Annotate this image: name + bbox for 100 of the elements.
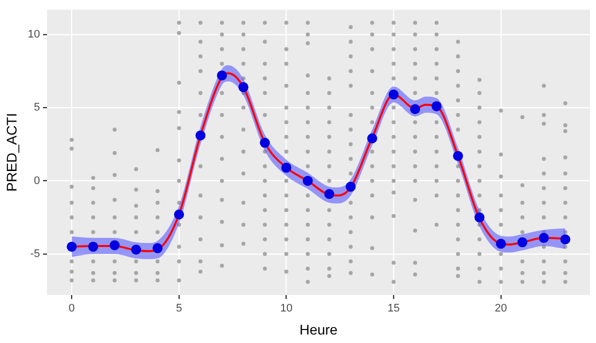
point: [456, 164, 460, 168]
x-tick-label: 0: [68, 302, 75, 315]
point: [542, 259, 546, 264]
point: [112, 230, 117, 234]
point: [306, 266, 310, 271]
point: [70, 259, 74, 264]
point: [477, 78, 482, 82]
point: [198, 40, 202, 44]
point: [413, 120, 418, 124]
point: [306, 150, 310, 154]
point: [134, 204, 138, 208]
point: [284, 62, 288, 66]
point: [327, 134, 332, 139]
point: [563, 244, 568, 249]
point: [542, 156, 546, 161]
point: [281, 162, 292, 173]
point: [284, 222, 288, 227]
point: [284, 106, 288, 110]
point: [327, 91, 332, 96]
point: [434, 222, 439, 227]
point: [220, 178, 224, 183]
point: [177, 31, 182, 36]
point: [177, 259, 182, 264]
point: [306, 106, 310, 110]
y-axis-title: PRED_ACTI: [3, 113, 20, 192]
point: [306, 73, 310, 78]
point: [284, 193, 288, 198]
point: [348, 142, 353, 146]
point: [392, 150, 396, 154]
point: [413, 260, 418, 265]
y-tick-label: 5: [34, 102, 40, 114]
point: [306, 41, 310, 46]
point: [284, 252, 288, 256]
point: [348, 112, 353, 117]
point: [498, 152, 503, 156]
point: [413, 150, 418, 154]
point: [70, 138, 74, 142]
point: [177, 278, 182, 282]
point: [177, 158, 182, 162]
point: [284, 120, 288, 124]
point: [348, 200, 353, 205]
point: [220, 134, 224, 139]
point: [413, 272, 418, 277]
point: [306, 91, 310, 96]
point: [456, 266, 460, 271]
point: [370, 215, 374, 220]
point: [392, 260, 396, 265]
point: [388, 89, 399, 100]
point: [198, 193, 202, 198]
point: [477, 237, 482, 242]
point: [432, 101, 442, 112]
point: [477, 178, 482, 183]
point: [392, 178, 396, 183]
point: [520, 215, 524, 220]
x-tick-label: 20: [494, 302, 508, 315]
point: [413, 20, 418, 25]
point: [456, 193, 460, 198]
point: [284, 20, 288, 25]
point: [456, 84, 460, 88]
point: [156, 278, 160, 282]
point: [327, 164, 332, 168]
point: [91, 259, 96, 264]
point: [413, 134, 418, 139]
point: [434, 20, 439, 25]
point: [456, 112, 460, 117]
point: [324, 189, 334, 200]
point: [220, 20, 224, 25]
point: [348, 215, 353, 220]
point: [348, 156, 353, 161]
point: [91, 215, 96, 220]
point: [302, 176, 313, 186]
point: [370, 106, 374, 110]
point: [112, 259, 117, 264]
point: [262, 40, 267, 44]
point: [456, 54, 460, 58]
point: [474, 212, 484, 222]
point: [542, 172, 546, 176]
point: [520, 230, 524, 234]
point: [520, 259, 524, 264]
point: [284, 270, 288, 274]
point: [177, 110, 182, 114]
point: [413, 32, 418, 36]
point: [370, 69, 374, 74]
point: [456, 208, 460, 212]
x-tick-label: 5: [176, 302, 182, 315]
point: [198, 91, 202, 96]
x-tick-label: 10: [280, 302, 292, 315]
point: [112, 172, 117, 177]
point: [262, 62, 267, 66]
point: [477, 222, 482, 227]
point: [284, 237, 288, 242]
point: [260, 138, 270, 148]
point: [477, 193, 482, 198]
point: [498, 266, 503, 271]
point: [174, 210, 184, 220]
point: [134, 215, 138, 220]
point: [370, 272, 374, 277]
point: [370, 193, 374, 198]
point: [563, 271, 568, 276]
point: [434, 150, 439, 154]
